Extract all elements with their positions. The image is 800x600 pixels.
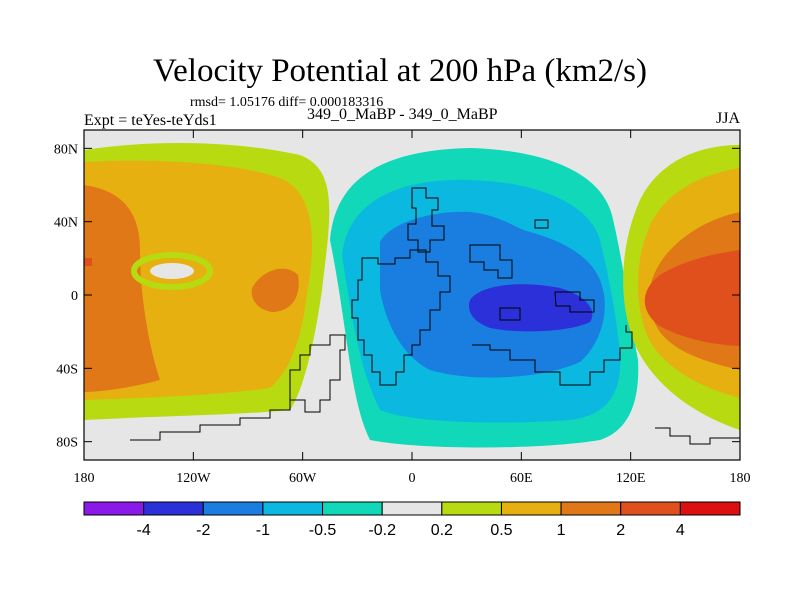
x-tick-label: 0 [409,471,416,486]
colorbar-swatch [83,501,145,516]
coastline-australia [472,325,633,386]
y-tick-label: 80N [54,142,78,157]
x-tick-label: 60E [510,471,533,486]
contour-west-inner-low [150,263,194,279]
colorbar-swatch [441,501,502,516]
colorbar: -4 -2 -1 -0.5 -0.2 0.2 0.5 1 2 4 [83,501,741,539]
chart-title: Velocity Potential at 200 hPa (km2/s) [152,53,648,89]
contour-west-2 [84,258,92,266]
coastline-antarctic-west [130,400,291,441]
y-tick-label: 40S [56,362,78,377]
colorbar-label: 4 [676,522,685,539]
colorbar-label: 1 [557,522,566,539]
contour-pacific-2 [644,250,740,346]
colorbar-label: 0.2 [431,522,453,539]
coastline-africa [351,249,451,386]
colorbar-label: -1 [256,522,270,539]
coastline-antarctic-east [655,427,740,445]
colorbar-swatch [381,501,443,516]
x-tick-label: 120W [176,471,211,486]
y-tick-label: 80S [56,436,78,451]
colorbar-swatch [679,501,741,516]
colorbar-swatch [560,501,622,516]
x-axis: 180 120W 60W 0 60E 120E 180 [74,130,751,486]
season-label: JJA [716,110,741,127]
y-tick-label: 0 [71,289,78,304]
colorbar-swatch [262,501,324,516]
colorbar-label: 2 [616,522,625,539]
y-tick-label: 40N [54,216,78,231]
x-tick-label: 180 [730,471,751,486]
coastlines [130,187,740,445]
colorbar-label: -0.5 [309,522,337,539]
coastline-south-america [289,334,346,413]
colorbar-label: -0.2 [368,522,396,539]
colorbar-label: 0.5 [490,522,512,539]
contour-west-1 [84,185,160,392]
y-axis: 80N 40N 0 40S 80S [54,142,740,451]
contour-field [84,130,740,460]
colorbar-swatch [620,501,681,516]
coastline-asia [469,219,595,321]
x-tick-label: 60W [289,471,317,486]
colorbar-label: -4 [137,522,151,539]
experiment-label: Expt = teYes-teYds1 [84,112,217,129]
case-label: 349_0_MaBP - 349_0_MaBP [307,106,498,123]
colorbar-swatch [500,501,562,516]
colorbar-swatch [322,501,383,516]
x-tick-label: 120E [616,471,646,486]
stats-text: rmsd= 1.05176 diff= 0.000183316 [190,95,384,110]
x-tick-label: 180 [74,471,95,486]
colorbar-swatch [202,501,264,516]
contour-west-1b [251,268,299,312]
colorbar-swatch [143,501,204,516]
colorbar-label: -2 [196,522,210,539]
coastline-europe [407,187,445,253]
contour-west-inner-ring [131,252,213,290]
